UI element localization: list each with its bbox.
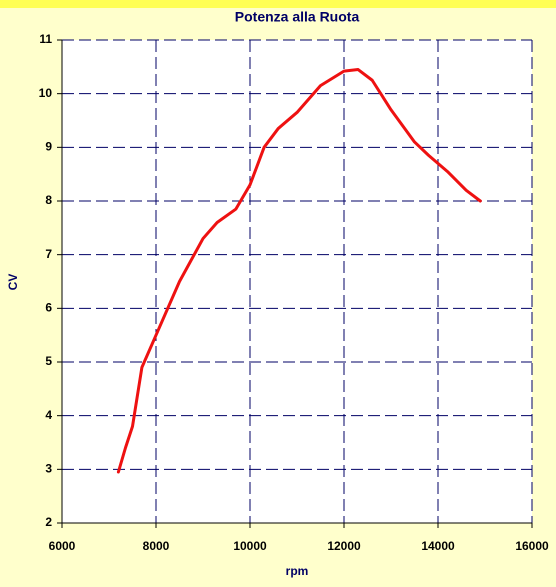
x-tick-label: 16000	[515, 539, 549, 553]
x-tick-label: 10000	[233, 539, 267, 553]
y-tick-label: 8	[45, 193, 52, 207]
x-tick-label: 8000	[143, 539, 170, 553]
line-series	[116, 68, 482, 474]
top-band	[0, 0, 556, 8]
y-tick-label: 7	[45, 247, 52, 261]
plot-area	[62, 40, 532, 523]
x-axis-label: rpm	[286, 564, 309, 578]
chart-title: Potenza alla Ruota	[235, 9, 360, 25]
x-tick-label: 14000	[421, 539, 455, 553]
y-axis-label: CV	[6, 274, 20, 291]
x-tick-label: 6000	[49, 539, 76, 553]
y-tick-label: 4	[45, 408, 52, 422]
y-tick-label: 9	[45, 140, 52, 154]
y-tick-label: 6	[45, 301, 52, 315]
y-tick-label: 5	[45, 354, 52, 368]
y-tick-label: 10	[39, 86, 53, 100]
y-tick-label: 2	[45, 515, 52, 529]
y-tick-label: 3	[45, 462, 52, 476]
y-tick-label: 11	[39, 32, 52, 46]
x-tick-label: 12000	[327, 539, 361, 553]
